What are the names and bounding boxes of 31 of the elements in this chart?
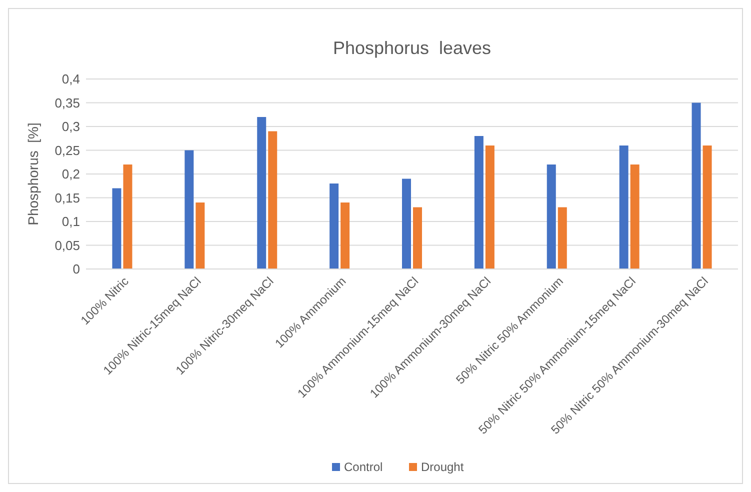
y-tick-label: 0,3 [62,119,80,134]
y-tick-label: 0 [72,262,80,277]
bar [257,117,266,269]
bar [268,131,278,269]
bar [196,202,205,269]
chart-title: Phosphorus leaves [332,38,492,58]
bar [630,164,640,269]
y-axis-title: Phosphorus [%] [25,122,41,226]
bar [558,207,567,269]
bar [702,146,712,269]
bar [112,188,122,269]
y-tick-label: 0,2 [62,166,80,182]
y-tick-label: 0,15 [54,190,80,206]
bar [619,146,628,269]
bar [692,102,701,269]
y-tick-label: 0,4 [62,72,80,87]
bar [474,136,484,269]
bar [413,207,422,269]
y-tick-label: 0,05 [54,238,80,253]
bar [340,202,350,269]
bar [184,150,194,269]
legend-label: Control [344,460,383,474]
bar [123,164,132,269]
y-tick-label: 0,1 [62,214,80,230]
y-tick-label: 0,35 [54,95,80,110]
legend-label: Drought [421,460,464,474]
y-tick-label: 0,25 [54,142,80,158]
bar [485,146,494,269]
bar [402,178,411,269]
bar [546,164,556,269]
bar [330,184,339,269]
